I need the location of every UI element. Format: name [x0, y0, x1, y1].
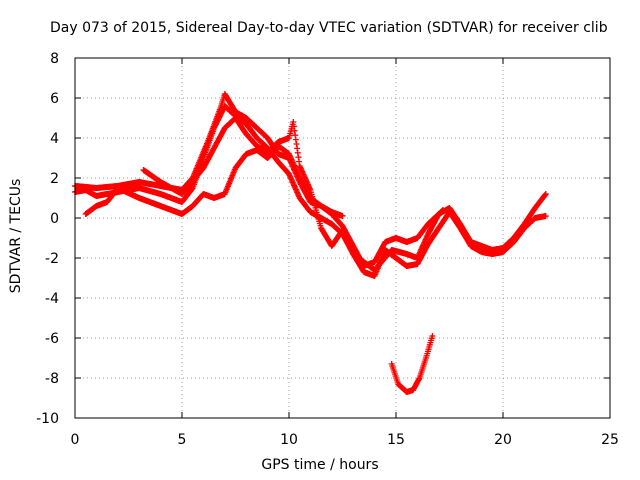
data-point	[339, 213, 346, 219]
x-axis-label: GPS time / hours	[261, 457, 379, 473]
data-point	[429, 333, 436, 339]
x-tick-label: 15	[387, 432, 405, 448]
y-tick-label: 6	[50, 91, 59, 107]
x-tick-label: 10	[280, 432, 298, 448]
data-points	[72, 91, 549, 395]
y-tick-label: 2	[50, 171, 59, 187]
chart-title: Day 073 of 2015, Sidereal Day-to-day VTE…	[50, 20, 608, 36]
y-tick-label: -10	[36, 411, 59, 427]
x-tick-label: 5	[178, 432, 187, 448]
x-tick-label: 0	[71, 432, 80, 448]
x-tick-label: 25	[601, 432, 619, 448]
y-tick-label: -2	[45, 251, 59, 267]
y-tick-label: 4	[50, 131, 59, 147]
data-point	[542, 213, 549, 219]
y-tick-label: -6	[45, 331, 59, 347]
y-tick-label: 8	[50, 51, 59, 67]
y-tick-label: 0	[50, 211, 59, 227]
data-point	[542, 191, 549, 197]
plot-frame	[74, 57, 611, 419]
axis-ticks: 0 5 10 15 20 25 -10 -8 -6 -4 -2 0 2 4 6 8	[36, 51, 619, 448]
y-tick-label: -4	[45, 291, 59, 307]
y-axis-label: SDTVAR / TECUs	[8, 178, 24, 294]
data-point	[440, 207, 447, 213]
x-tick-label: 20	[494, 432, 512, 448]
y-tick-label: -8	[45, 371, 59, 387]
